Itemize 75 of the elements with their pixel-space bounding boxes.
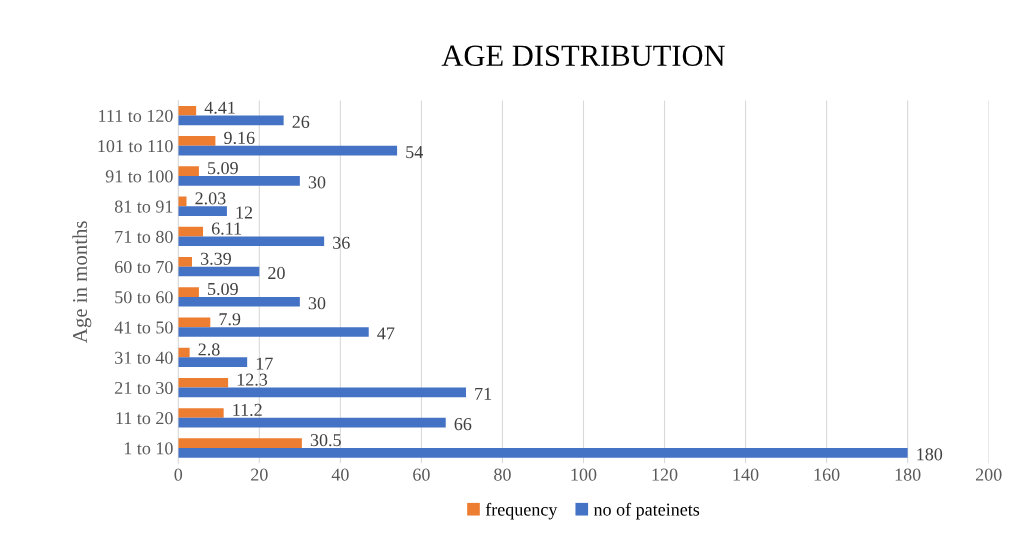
bar — [178, 115, 284, 126]
x-tick-label: 200 — [975, 468, 1002, 481]
data-label: 7.9 — [219, 313, 241, 326]
x-tick-label: 40 — [331, 468, 349, 481]
data-label: 5.09 — [208, 161, 238, 175]
y-tick-label: 41 to 50 — [114, 321, 173, 334]
bar — [178, 327, 369, 337]
y-tick-label: 21 to 30 — [115, 381, 173, 395]
y-tick-label: 60 to 70 — [115, 260, 173, 274]
bar — [178, 438, 302, 449]
x-tick-label: 60 — [413, 468, 430, 481]
y-tick-label: 111 to 120 — [99, 109, 173, 122]
data-label: 2.03 — [195, 192, 226, 205]
bar — [178, 377, 229, 388]
bar — [178, 226, 204, 237]
bar — [178, 287, 199, 297]
data-label: 17 — [256, 357, 273, 370]
y-tick-label: 71 to 80 — [115, 230, 173, 243]
bar — [178, 257, 193, 267]
bar — [178, 296, 300, 307]
x-tick-label: 0 — [174, 468, 183, 481]
x-tick-label: 160 — [814, 468, 840, 481]
data-label: 30.5 — [310, 434, 341, 447]
x-tick-label: 20 — [251, 468, 268, 481]
data-label: 5.09 — [208, 282, 238, 296]
bar — [178, 105, 197, 116]
bar — [178, 196, 187, 207]
y-tick-label: 31 to 40 — [115, 351, 173, 364]
data-label: 36 — [333, 236, 350, 249]
bar — [178, 145, 398, 156]
y-tick-label: 91 to 100 — [105, 170, 173, 183]
data-label: 6.11 — [211, 222, 241, 235]
bar — [178, 408, 224, 418]
bar — [178, 266, 260, 277]
data-label: 4.41 — [204, 101, 235, 114]
data-label: 26 — [292, 115, 310, 128]
x-tick-label: 180 — [895, 468, 921, 481]
y-tick-label: 81 to 91 — [114, 200, 173, 213]
data-label: 20 — [268, 266, 285, 280]
y-tick-label: 101 to 110 — [98, 140, 173, 153]
x-tick-label: 80 — [494, 468, 511, 481]
chart-title: AGE DISTRIBUTION — [441, 45, 725, 67]
bar — [178, 387, 466, 398]
legend-label: frequency — [485, 502, 558, 520]
bar — [178, 236, 325, 247]
bar — [178, 176, 300, 186]
bar — [178, 448, 908, 458]
bar — [178, 357, 248, 368]
x-tick-label: 100 — [571, 468, 597, 481]
data-label: 180 — [917, 448, 943, 461]
data-label: 12 — [236, 206, 253, 219]
data-label: 12.3 — [237, 373, 268, 386]
data-label: 30 — [308, 297, 326, 310]
bar — [178, 136, 216, 146]
bar — [178, 206, 227, 216]
data-label: 2.8 — [198, 343, 220, 356]
y-tick-label: 11 to 20 — [116, 412, 173, 425]
bar — [178, 417, 446, 428]
legend-label: no of pateinets — [593, 502, 700, 520]
data-label: 66 — [454, 418, 472, 431]
y-tick-label: 1 to 10 — [124, 442, 173, 455]
bar — [178, 166, 199, 176]
x-tick-label: 120 — [652, 468, 678, 481]
y-axis-title: Age in months — [72, 221, 92, 343]
data-label: 47 — [377, 327, 395, 340]
x-tick-label: 140 — [733, 468, 759, 481]
data-label: 3.39 — [200, 252, 231, 265]
data-label: 30 — [308, 176, 326, 189]
y-tick-label: 50 to 60 — [115, 291, 173, 304]
data-label: 11.2 — [233, 403, 262, 417]
data-label: 54 — [406, 146, 423, 159]
data-label: 9.16 — [224, 131, 255, 145]
data-label: 71 — [475, 387, 492, 400]
bar — [178, 317, 211, 328]
bar — [178, 347, 190, 358]
